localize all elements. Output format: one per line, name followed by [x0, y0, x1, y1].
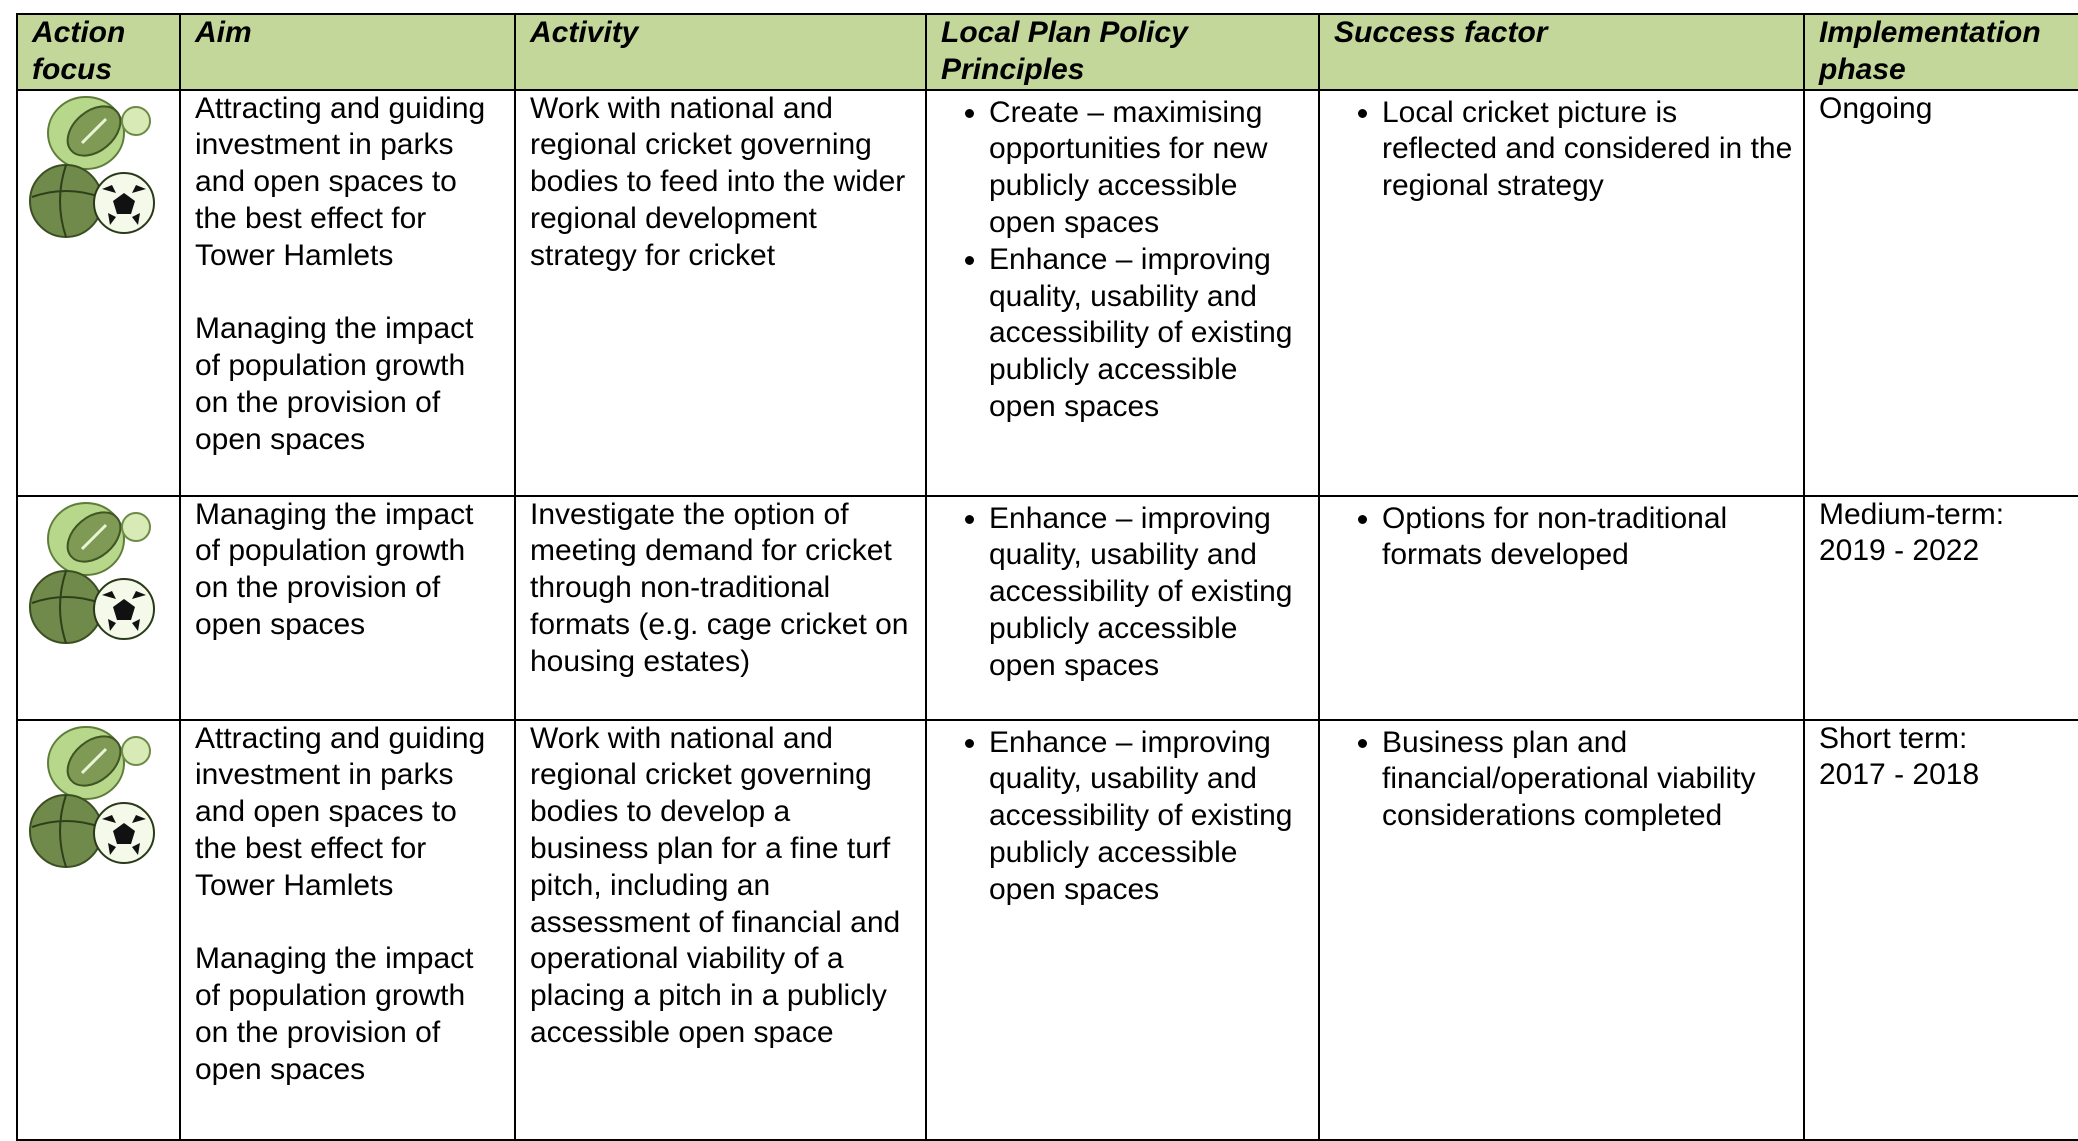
icon-cell: [16, 494, 181, 721]
activity-text: Investigate the option of meeting demand…: [530, 497, 909, 678]
success-cell: Local cricket picture is reflected and c…: [1318, 88, 1805, 497]
icon-cell: [16, 718, 181, 1141]
aim-text: Attracting and guiding investment in par…: [195, 91, 486, 272]
icon-cell: [16, 88, 181, 497]
sports-icon: [29, 501, 155, 644]
activity-text: Work with national and regional cricket …: [530, 721, 901, 1049]
sports-icon: [29, 725, 155, 868]
aim-cell: Attracting and guiding investment in par…: [179, 718, 516, 1141]
header-cell: Success factor: [1318, 13, 1805, 91]
success-list: Business plan and financial/operational …: [1334, 725, 1793, 835]
header-cell: Aim: [179, 13, 516, 91]
principles-list: Enhance – improving quality, usability a…: [941, 501, 1308, 685]
aim-text: Attracting and guiding investment in par…: [195, 721, 486, 902]
header-cell: Local Plan Policy Principles: [925, 13, 1320, 91]
success-list: Local cricket picture is reflected and c…: [1334, 95, 1793, 205]
table-row: Managing the impact of population growth…: [16, 494, 2078, 721]
header-cell: Activity: [514, 13, 927, 91]
sports-icon: [29, 95, 155, 238]
phase-text: Ongoing: [1819, 91, 1933, 125]
success-item: Business plan and financial/operational …: [1382, 725, 1793, 835]
phase-cell: Ongoing: [1803, 88, 2078, 497]
activity-cell: Work with national and regional cricket …: [514, 88, 927, 497]
phase-cell: Short term: 2017 - 2018: [1803, 718, 2078, 1141]
principle-item: Enhance – improving quality, usability a…: [989, 501, 1308, 685]
phase-text: Medium-term:: [1819, 497, 2005, 531]
aim-text: Managing the impact of population growth…: [195, 312, 474, 456]
principles-cell: Enhance – improving quality, usability a…: [925, 494, 1320, 721]
activity-cell: Investigate the option of meeting demand…: [514, 494, 927, 721]
principle-item: Enhance – improving quality, usability a…: [989, 242, 1308, 426]
principles-list: Enhance – improving quality, usability a…: [941, 725, 1308, 909]
header-row: Action focus Aim Activity Local Plan Policy…: [16, 13, 2078, 91]
aim-text: Managing the impact of population growth…: [195, 497, 474, 641]
principle-item: Create – maximising opportunities for ne…: [989, 95, 1308, 242]
aim-cell: Attracting and guiding investment in par…: [179, 88, 516, 497]
table-body: Attracting and guiding investment in par…: [16, 88, 2078, 1141]
phase-text: 2017 - 2018: [1819, 758, 1980, 792]
success-item: Local cricket picture is reflected and c…: [1382, 95, 1793, 205]
principles-cell: Enhance – improving quality, usability a…: [925, 718, 1320, 1141]
activity-text: Work with national and regional cricket …: [530, 91, 906, 272]
header-cell: Action focus: [16, 13, 181, 91]
principles-list: Create – maximising opportunities for ne…: [941, 95, 1308, 426]
principle-item: Enhance – improving quality, usability a…: [989, 725, 1308, 909]
success-cell: Options for non-traditional formats deve…: [1318, 494, 1805, 721]
phase-text: 2019 - 2022: [1819, 534, 1980, 568]
principles-cell: Create – maximising opportunities for ne…: [925, 88, 1320, 497]
table-row: Attracting and guiding investment in par…: [16, 718, 2078, 1141]
phase-text: Short term:: [1819, 721, 1968, 755]
action-table: Action focus Aim Activity Local Plan Policy…: [16, 13, 2078, 1141]
table-row: Attracting and guiding investment in par…: [16, 88, 2078, 497]
phase-cell: Medium-term: 2019 - 2022: [1803, 494, 2078, 721]
activity-cell: Work with national and regional cricket …: [514, 718, 927, 1141]
success-list: Options for non-traditional formats deve…: [1334, 501, 1793, 575]
aim-cell: Managing the impact of population growth…: [179, 494, 516, 721]
success-item: Options for non-traditional formats deve…: [1382, 501, 1793, 575]
aim-text: Managing the impact of population growth…: [195, 942, 474, 1086]
success-cell: Business plan and financial/operational …: [1318, 718, 1805, 1141]
header-cell: Implementation phase: [1803, 13, 2078, 91]
